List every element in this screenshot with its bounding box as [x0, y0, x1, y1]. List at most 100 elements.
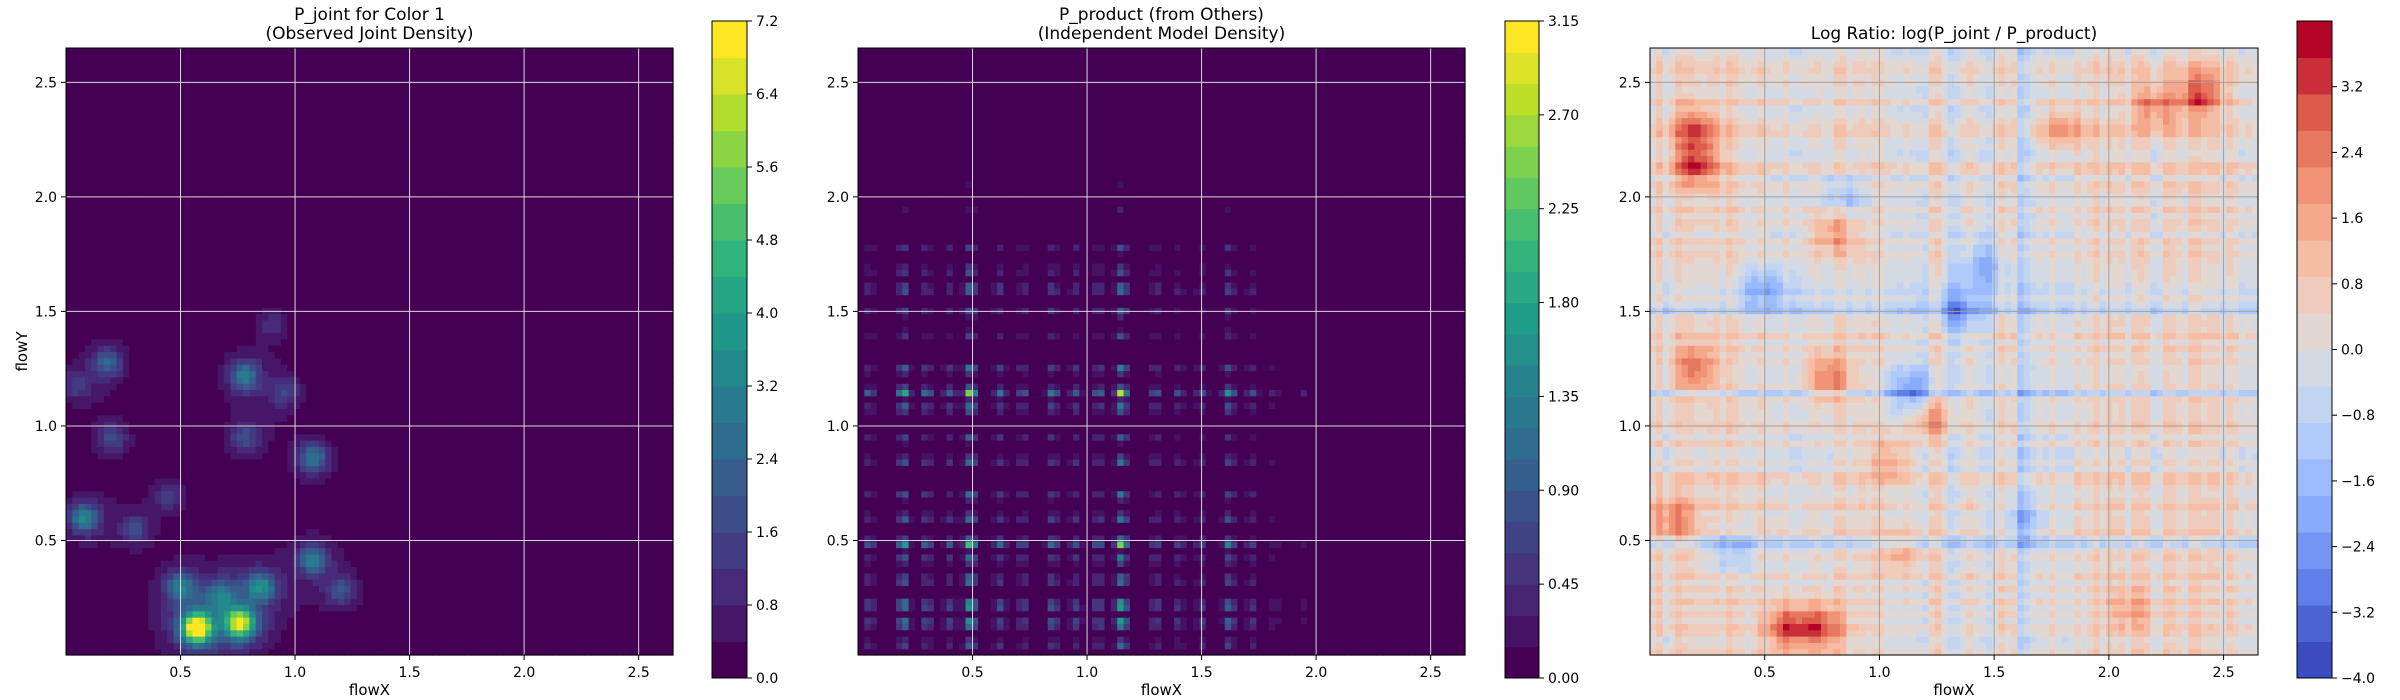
heatmap-cell — [363, 440, 370, 447]
heatmap-cell — [243, 459, 250, 466]
heatmap-cell — [79, 434, 86, 441]
heatmap-cell — [306, 529, 313, 536]
heatmap-cell — [249, 465, 256, 472]
heatmap-cell — [104, 282, 111, 289]
heatmap-cell — [186, 124, 193, 131]
heatmap-cell — [142, 339, 149, 346]
heatmap-cell — [319, 503, 326, 510]
heatmap-cell — [72, 358, 79, 365]
heatmap-cell — [79, 623, 86, 630]
heatmap-cell — [72, 465, 79, 472]
heatmap-cell — [129, 472, 136, 479]
heatmap-cell — [155, 92, 162, 99]
heatmap-cell — [382, 364, 389, 371]
heatmap-cell — [357, 212, 364, 219]
heatmap-cell — [306, 377, 313, 384]
heatmap-cell — [376, 497, 383, 504]
heatmap-cell — [136, 149, 143, 156]
heatmap-cell — [230, 99, 237, 106]
heatmap-cell — [91, 168, 98, 175]
heatmap-cell — [91, 263, 98, 270]
heatmap-cell — [256, 339, 263, 346]
heatmap-cell — [370, 130, 377, 137]
heatmap-cell — [148, 510, 155, 517]
heatmap-cell — [142, 143, 149, 150]
heatmap-cell — [85, 503, 92, 510]
heatmap-cell — [148, 181, 155, 188]
heatmap-cell — [338, 200, 345, 207]
heatmap-cell — [211, 396, 218, 403]
heatmap-cell — [256, 314, 263, 321]
heatmap-cell — [211, 333, 218, 340]
heatmap-cell — [211, 389, 218, 396]
heatmap-cell — [325, 48, 332, 55]
heatmap-cell — [262, 389, 269, 396]
heatmap-cell — [117, 402, 124, 409]
heatmap-cell — [224, 295, 231, 302]
heatmap-cell — [275, 510, 282, 517]
heatmap-cell — [186, 352, 193, 359]
heatmap-cell — [351, 554, 358, 561]
heatmap-cell — [205, 465, 212, 472]
heatmap-cell — [110, 206, 117, 213]
heatmap-cell — [230, 370, 237, 377]
heatmap-cell — [91, 225, 98, 232]
heatmap-cell — [66, 124, 73, 131]
heatmap-cell — [268, 377, 275, 384]
heatmap-cell — [85, 244, 92, 251]
heatmap-cell — [199, 408, 206, 415]
heatmap-cell — [268, 370, 275, 377]
heatmap-cell — [344, 497, 351, 504]
heatmap-cell — [300, 231, 307, 238]
heatmap-cell — [66, 238, 73, 245]
heatmap-cell — [155, 307, 162, 314]
heatmap-cell — [148, 453, 155, 460]
heatmap-cell — [72, 181, 79, 188]
heatmap-cell — [186, 604, 193, 611]
heatmap-cell — [370, 459, 377, 466]
heatmap-cell — [332, 206, 339, 213]
heatmap-cell — [249, 238, 256, 245]
heatmap-cell — [281, 231, 288, 238]
heatmap-cell — [351, 383, 358, 390]
heatmap-cell — [306, 630, 313, 637]
heatmap-cell — [173, 200, 180, 207]
heatmap-cell — [199, 212, 206, 219]
heatmap-cell — [104, 516, 111, 523]
heatmap-cell — [351, 623, 358, 630]
heatmap-cell — [211, 503, 218, 510]
heatmap-cell — [199, 491, 206, 498]
heatmap-cell — [357, 174, 364, 181]
heatmap-cell — [129, 61, 136, 68]
heatmap-cell — [249, 80, 256, 87]
heatmap-cell — [205, 86, 212, 93]
heatmap-cell — [66, 326, 73, 333]
heatmap-cell — [300, 80, 307, 87]
heatmap-cell — [313, 282, 320, 289]
heatmap-cell — [224, 389, 231, 396]
heatmap-cell — [218, 611, 225, 618]
heatmap-cell — [382, 238, 389, 245]
heatmap-cell — [173, 548, 180, 555]
heatmap-cell — [218, 453, 225, 460]
heatmap-cell — [224, 345, 231, 352]
heatmap-cell — [104, 484, 111, 491]
heatmap-cell — [98, 402, 105, 409]
heatmap-cell — [382, 497, 389, 504]
heatmap-cell — [110, 86, 117, 93]
heatmap-cell — [306, 364, 313, 371]
heatmap-cell — [167, 472, 174, 479]
heatmap-cell — [72, 288, 79, 295]
heatmap-cell — [199, 269, 206, 276]
heatmap-cell — [300, 269, 307, 276]
heatmap-cell — [148, 421, 155, 428]
heatmap-cell — [388, 579, 395, 586]
heatmap-cell — [66, 212, 73, 219]
heatmap-cell — [224, 105, 231, 112]
heatmap-cell — [161, 105, 168, 112]
heatmap-cell — [300, 358, 307, 365]
heatmap-cell — [230, 630, 237, 637]
heatmap-cell — [224, 642, 231, 649]
heatmap-cell — [66, 307, 73, 314]
heatmap-cell — [110, 478, 117, 485]
